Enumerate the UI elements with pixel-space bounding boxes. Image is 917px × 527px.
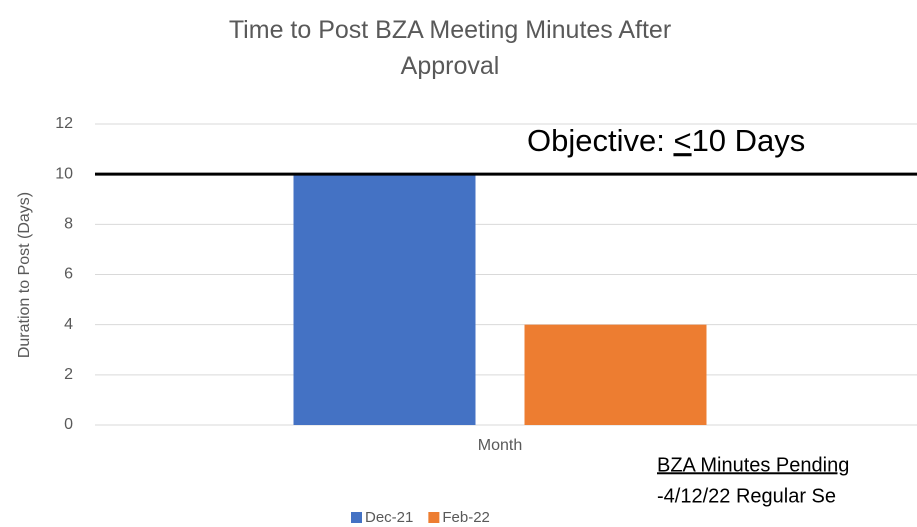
y-tick-label: 4 [64, 316, 73, 333]
chart-title: Time to Post BZA Meeting Minutes After A… [228, 16, 672, 80]
y-tick-label: 12 [55, 115, 73, 132]
note: -4/12/22 Regular Se [657, 485, 836, 507]
y-tick-label: 2 [64, 366, 73, 383]
legend-label: Feb-22 [442, 509, 490, 526]
legend-label: Dec-21 [365, 509, 413, 526]
y-tick-label: 10 [55, 165, 73, 182]
legend-swatch [428, 512, 440, 523]
y-tick-label: 8 [64, 216, 73, 233]
y-tick-label: 6 [64, 266, 73, 283]
y-tick-label: 0 [64, 416, 73, 433]
y-axis-label: Duration to Post (Days) [16, 192, 33, 358]
legend-swatch [351, 512, 362, 523]
objective-label-part: Objective: [527, 123, 673, 158]
objective-label: Objective: <10 Days [527, 123, 805, 158]
objective-label-part: 10 Days [692, 123, 806, 158]
note: BZA Minutes Pending [657, 454, 849, 476]
bar [293, 174, 476, 425]
objective-label-part: < [673, 123, 691, 158]
x-tick-label: Month [478, 437, 522, 454]
bar [524, 324, 707, 425]
